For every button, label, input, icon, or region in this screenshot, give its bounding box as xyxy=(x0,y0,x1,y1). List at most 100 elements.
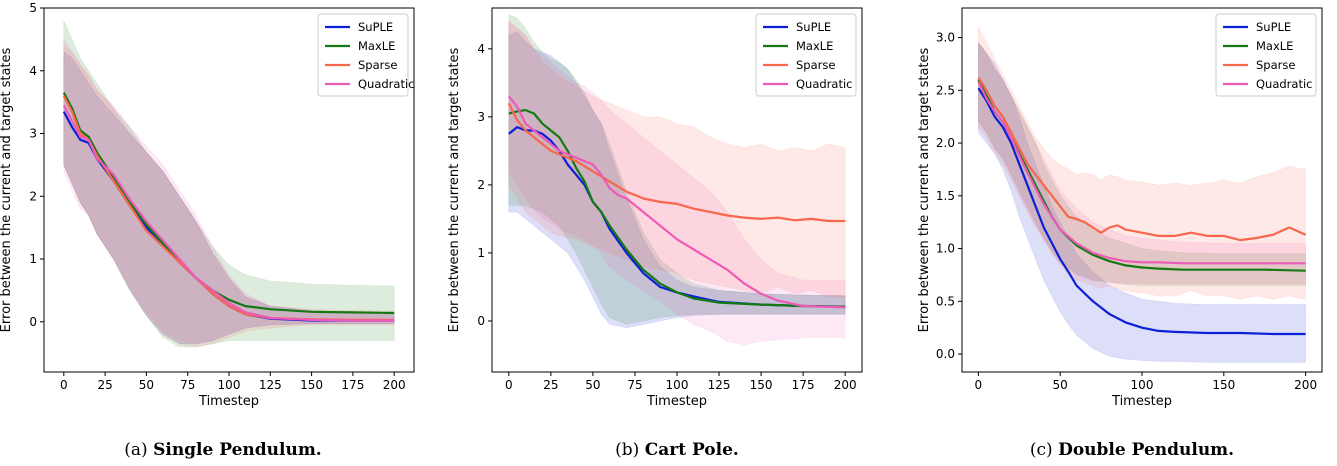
y-tick-label: 0.5 xyxy=(936,294,955,308)
caption-title: Cart Pole. xyxy=(645,440,739,460)
legend-label-suple: SuPLE xyxy=(358,20,393,34)
chart-panel-1: 0 25 50 75 100 125 150 175 200 0 1 2 3 4 5 Timestep Erro… xyxy=(0,1,415,460)
plot-area xyxy=(977,26,1307,363)
x-tick-label: 25 xyxy=(543,378,558,392)
x-tick-label: 100 xyxy=(666,378,689,392)
panel-caption: (b) Cart Pole. xyxy=(615,440,739,460)
plot-area xyxy=(62,20,395,348)
legend-box xyxy=(317,13,409,97)
legend-label-sparse: Sparse xyxy=(796,58,835,72)
band-sparse xyxy=(978,26,1306,300)
y-tick-label: 4 xyxy=(477,42,485,56)
y-tick-label: 0 xyxy=(477,314,485,328)
y-tick-label: 2 xyxy=(477,178,485,192)
line-quadratic xyxy=(507,95,846,309)
x-tick-label: 0 xyxy=(975,378,983,392)
y-tick-label: 4 xyxy=(29,64,37,78)
legend-label-quadratic: Quadratic xyxy=(796,77,853,91)
y-tick-label: 2 xyxy=(29,189,37,203)
band-maxle xyxy=(508,14,846,325)
y-tick-label: 0 xyxy=(29,315,37,329)
y-tick-label: 3 xyxy=(29,127,37,141)
band-quadratic xyxy=(508,20,846,346)
band-suple xyxy=(978,41,1306,363)
band-quadratic xyxy=(63,38,395,345)
legend-box xyxy=(755,13,857,97)
panel-caption: (c) Double Pendulum. xyxy=(1030,440,1234,460)
legend-box xyxy=(1215,13,1317,97)
y-axis-label: Error between the current and target sta… xyxy=(917,47,932,332)
chart-panel-2: 0 25 50 75 100 125 150 175 200 0 1 2 3 4 Timestep Error… xyxy=(447,7,863,460)
x-tick-label: 50 xyxy=(585,378,600,392)
x-tick-label: 75 xyxy=(180,378,195,392)
legend-label-maxle: MaxLE xyxy=(358,39,395,53)
y-tick-label: 1 xyxy=(477,246,485,260)
band-sparse xyxy=(508,20,846,298)
x-tick-label: 50 xyxy=(1053,378,1068,392)
band-suple xyxy=(63,51,395,345)
caption-prefix: (c) xyxy=(1030,440,1058,460)
line-quadratic xyxy=(62,104,395,322)
y-tick-label: 1 xyxy=(29,252,37,266)
band-maxle xyxy=(978,41,1306,286)
x-tick-label: 175 xyxy=(341,378,364,392)
x-tick-label: 150 xyxy=(750,378,773,392)
y-tick-label: 5 xyxy=(29,1,37,15)
y-tick-label: 3 xyxy=(477,110,485,124)
x-tick-label: 200 xyxy=(1294,378,1317,392)
x-axis-label: Timestep xyxy=(1111,394,1172,409)
panel-caption: (a) Single Pendulum. xyxy=(124,440,321,460)
legend: SuPLE MaxLE Sparse Quadratic xyxy=(1215,13,1317,97)
x-tick-label: 200 xyxy=(834,378,857,392)
line-maxle xyxy=(508,108,846,308)
caption-title: Single Pendulum. xyxy=(153,440,322,460)
line-suple xyxy=(977,87,1306,336)
band-maxle xyxy=(63,20,395,348)
x-tick-label: 0 xyxy=(60,378,68,392)
line-quadratic xyxy=(977,81,1306,265)
y-tick-label: 1.0 xyxy=(936,242,955,256)
legend-label-sparse: Sparse xyxy=(358,58,397,72)
caption-title: Double Pendulum. xyxy=(1058,440,1234,460)
legend: SuPLE MaxLE Sparse Quadratic xyxy=(755,13,857,97)
legend-label-maxle: MaxLE xyxy=(1256,39,1293,53)
line-maxle xyxy=(62,92,395,315)
y-tick-label: 3.0 xyxy=(936,31,955,45)
line-sparse xyxy=(977,77,1307,242)
caption-prefix: (b) xyxy=(615,440,645,460)
x-tick-label: 125 xyxy=(259,378,282,392)
band-sparse xyxy=(63,45,395,348)
y-tick-label: 2.0 xyxy=(936,136,955,150)
legend-label-suple: SuPLE xyxy=(1256,20,1291,34)
x-axis-label: Timestep xyxy=(198,394,259,409)
band-suple xyxy=(508,31,846,329)
y-tick-label: 0.0 xyxy=(936,347,955,361)
legend-label-sparse: Sparse xyxy=(1256,58,1295,72)
y-axis-label: Error between the current and target sta… xyxy=(0,47,14,332)
x-axis-label: Timestep xyxy=(646,394,707,409)
caption-prefix: (a) xyxy=(124,440,153,460)
x-tick-label: 150 xyxy=(1212,378,1235,392)
x-tick-label: 25 xyxy=(97,378,112,392)
x-tick-label: 175 xyxy=(792,378,815,392)
x-tick-label: 75 xyxy=(627,378,642,392)
legend-label-quadratic: Quadratic xyxy=(1256,77,1313,91)
y-tick-label: 2.5 xyxy=(936,83,955,97)
x-tick-label: 0 xyxy=(505,378,513,392)
x-tick-label: 50 xyxy=(139,378,154,392)
legend-label-suple: SuPLE xyxy=(796,20,831,34)
legend: SuPLE MaxLE Sparse Quadratic xyxy=(317,13,415,97)
x-tick-label: 100 xyxy=(218,378,241,392)
line-sparse xyxy=(507,102,846,223)
legend-label-maxle: MaxLE xyxy=(796,39,833,53)
x-tick-label: 150 xyxy=(300,378,323,392)
legend-label-quadratic: Quadratic xyxy=(358,77,415,91)
plot-area xyxy=(507,14,846,346)
x-tick-label: 200 xyxy=(383,378,406,392)
x-tick-label: 125 xyxy=(708,378,731,392)
x-tick-label: 100 xyxy=(1131,378,1154,392)
band-quadratic xyxy=(978,41,1306,284)
y-axis-label: Error between the current and target sta… xyxy=(447,47,462,332)
y-tick-label: 1.5 xyxy=(936,189,955,203)
